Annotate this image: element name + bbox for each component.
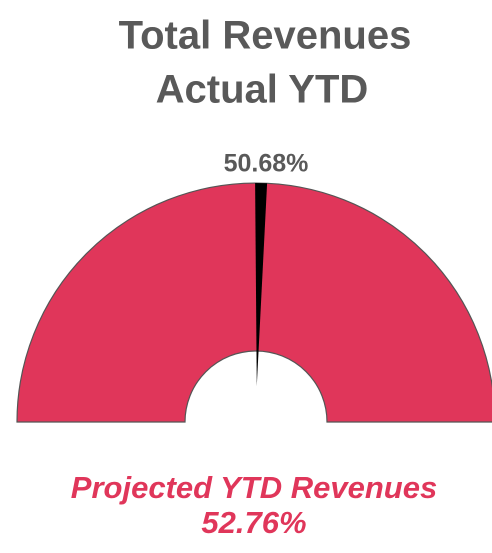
chart-title: Total Revenues — [119, 14, 412, 58]
footer: Projected YTD Revenues — [71, 470, 437, 505]
footer-value: 52.76% — [201, 505, 306, 540]
chart-subtitle: Actual YTD — [156, 68, 369, 112]
needle — [255, 183, 268, 387]
value-label: 50.68% — [224, 150, 309, 178]
gauge-arc — [16, 182, 492, 423]
